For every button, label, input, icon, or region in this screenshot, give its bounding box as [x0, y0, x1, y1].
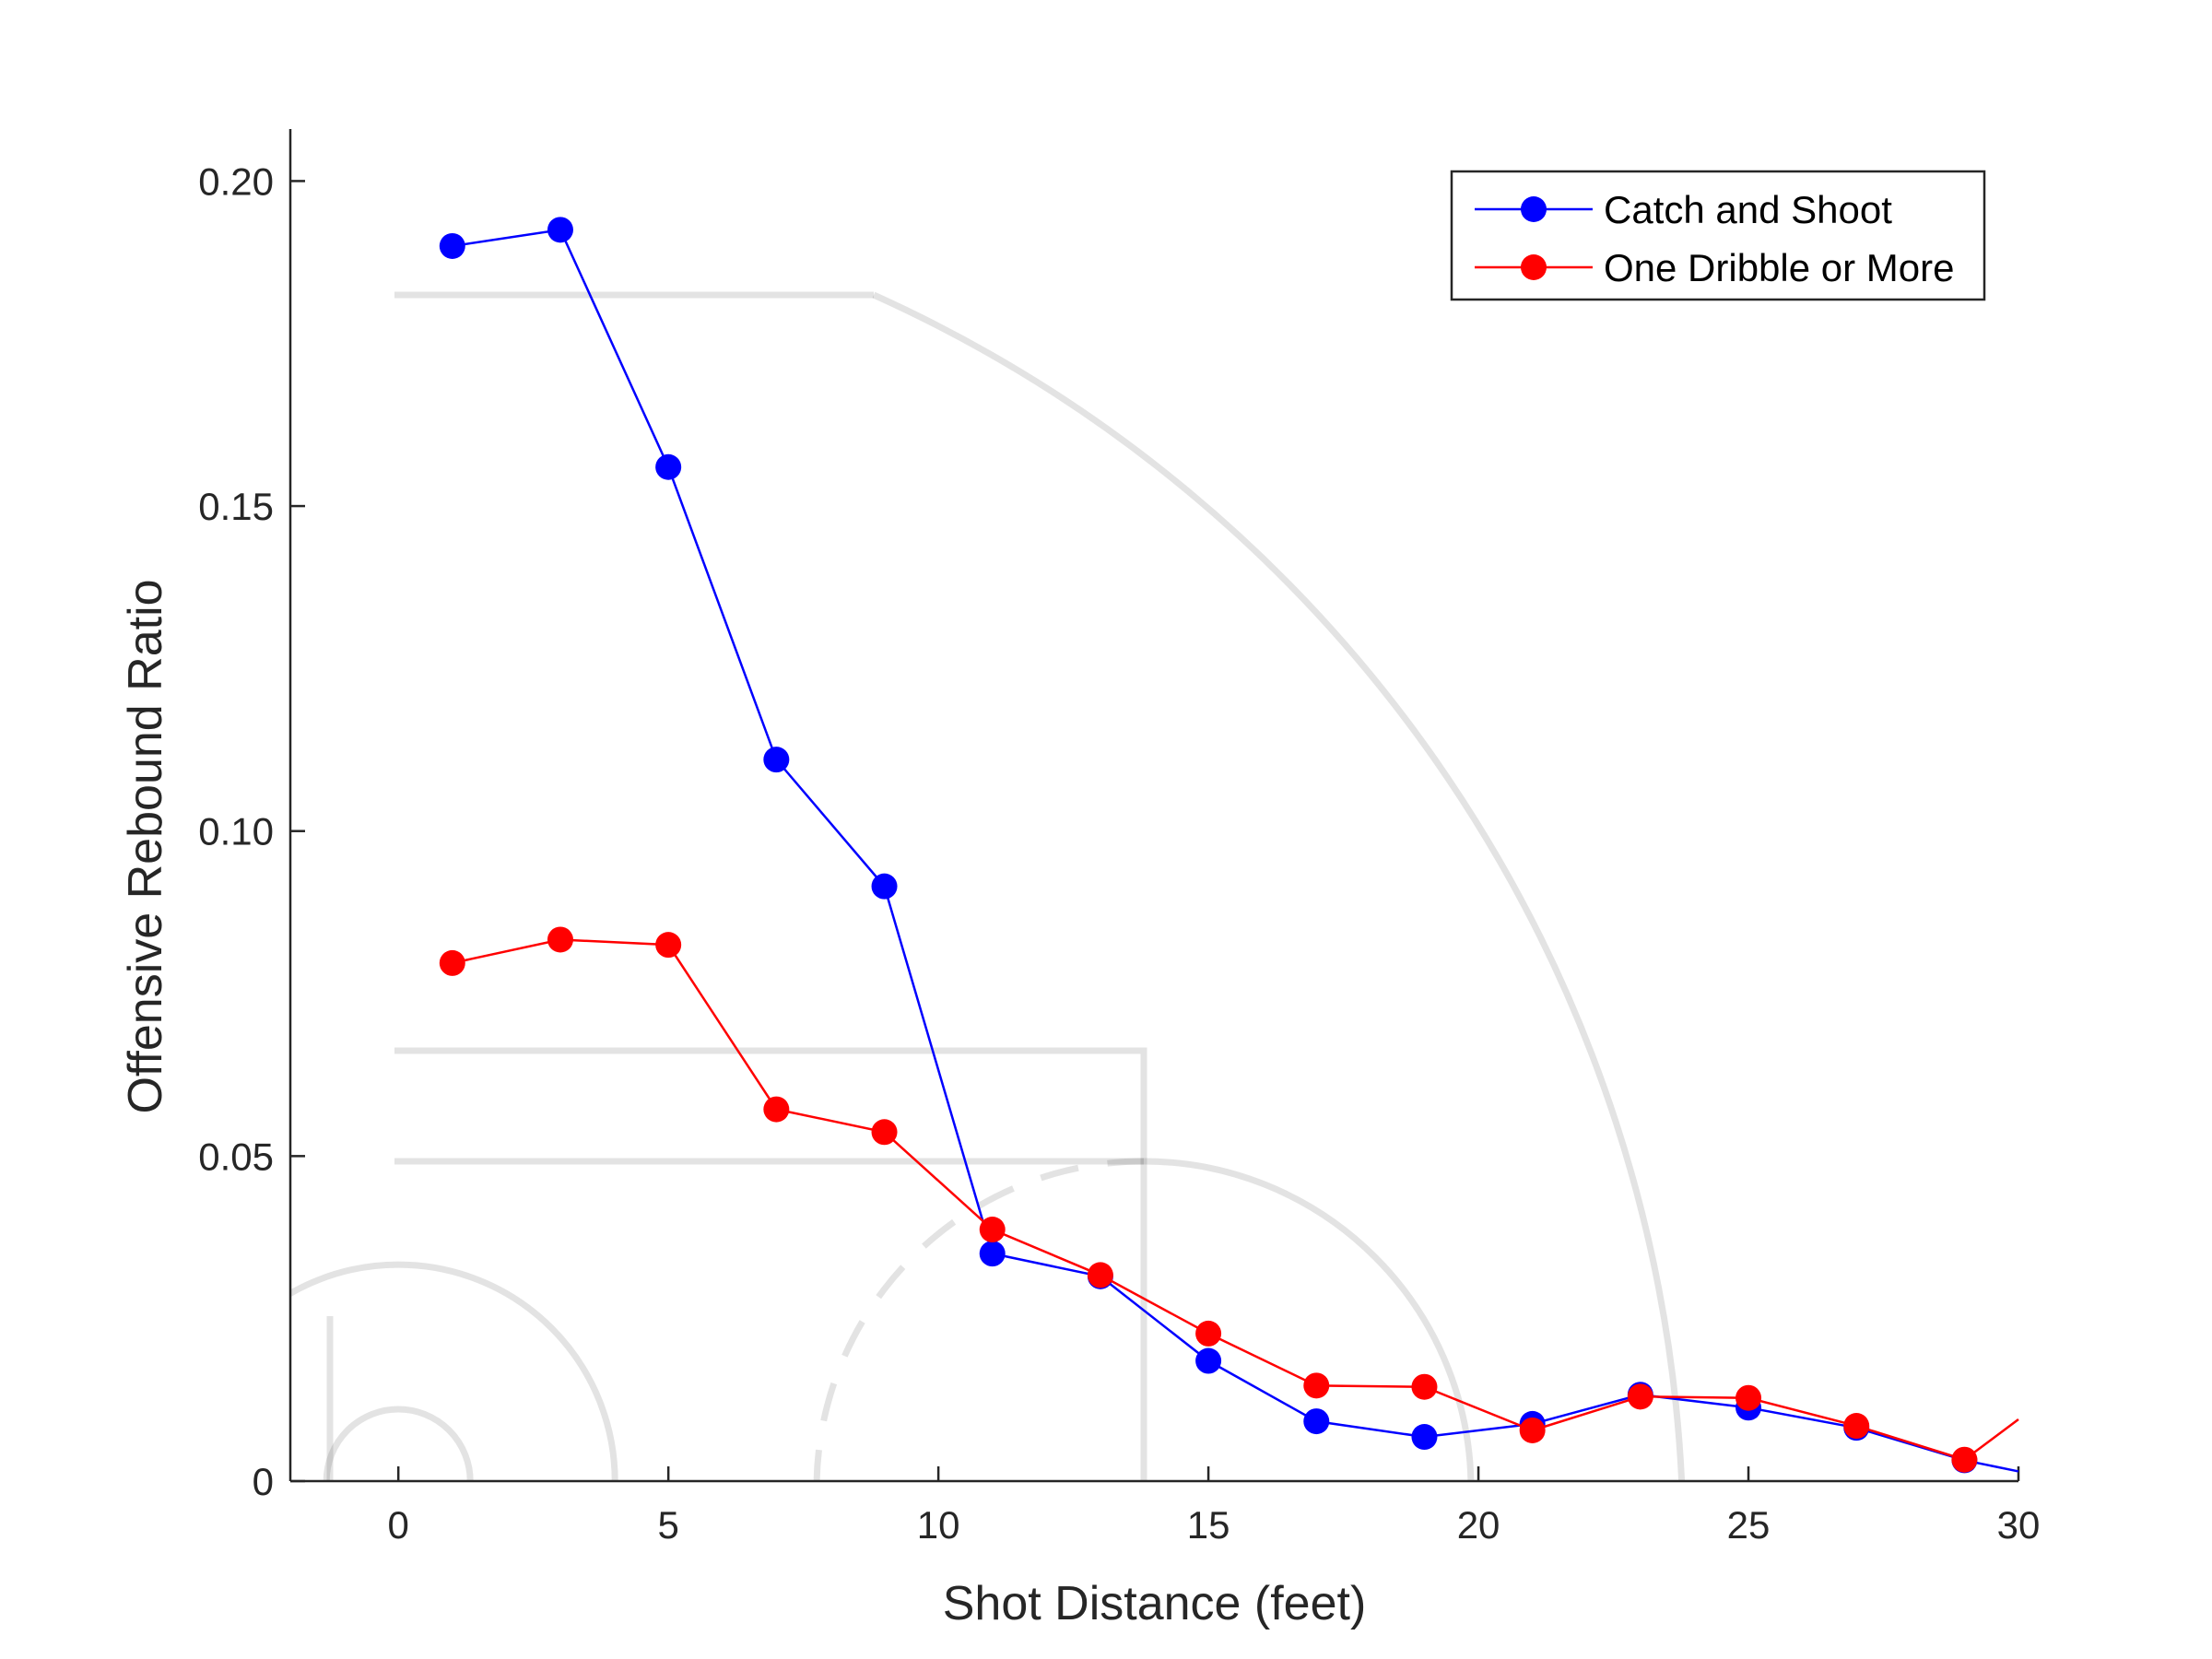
x-axis-label: Shot Distance (feet): [943, 1577, 1367, 1630]
data-point-one-dribble-or-more: [439, 949, 465, 976]
data-point-catch-and-shoot: [439, 232, 465, 259]
x-tick-label: 30: [1997, 1503, 2041, 1547]
court-background: [290, 291, 1686, 1481]
data-point-one-dribble-or-more: [1087, 1262, 1113, 1288]
data-point-one-dribble-or-more: [1195, 1320, 1222, 1347]
series-one-dribble-or-more: [439, 926, 2019, 1473]
axes: [288, 129, 2018, 1483]
y-tick-label: 0.05: [198, 1135, 274, 1178]
court-rim: [323, 1406, 474, 1481]
data-series: [439, 217, 2019, 1474]
x-axis-ticks: 0 5 10 15 20 25 30: [388, 1466, 2041, 1547]
data-point-catch-and-shoot: [979, 1241, 1006, 1267]
data-point-catch-and-shoot: [655, 453, 682, 480]
data-point-catch-and-shoot: [1303, 1408, 1330, 1435]
y-axis-ticks: 0 0.05 0.10 0.15 0.20: [198, 159, 305, 1503]
data-point-catch-and-shoot: [871, 873, 898, 900]
y-tick-label: 0.15: [198, 485, 274, 528]
y-tick-label: 0: [253, 1460, 274, 1503]
y-tick-label: 0.10: [198, 810, 274, 853]
court-lane: [394, 1047, 1147, 1481]
data-point-catch-and-shoot: [1195, 1347, 1222, 1374]
data-point-one-dribble-or-more: [1519, 1417, 1546, 1443]
data-point-one-dribble-or-more: [1627, 1383, 1653, 1410]
data-point-one-dribble-or-more: [871, 1119, 898, 1146]
data-point-one-dribble-or-more: [655, 932, 682, 959]
court-free-throw-circle: [1143, 1158, 1475, 1481]
series-catch-and-shoot: [439, 217, 2019, 1474]
court-restricted-area: [290, 1261, 618, 1481]
legend-label-one-dribble-or-more: One Dribble or More: [1604, 246, 1954, 289]
x-tick-label: 15: [1187, 1503, 1230, 1547]
data-point-one-dribble-or-more: [979, 1217, 1006, 1243]
x-tick-label: 10: [917, 1503, 960, 1547]
data-point-one-dribble-or-more: [1843, 1413, 1870, 1440]
legend-marker-catch-and-shoot: [1521, 196, 1547, 222]
data-point-one-dribble-or-more: [763, 1096, 790, 1123]
x-tick-label: 20: [1457, 1503, 1500, 1547]
data-point-catch-and-shoot: [1411, 1424, 1438, 1451]
x-tick-label: 25: [1727, 1503, 1771, 1547]
legend: Catch and Shoot One Dribble or More: [1450, 170, 1986, 301]
data-point-one-dribble-or-more: [1735, 1384, 1762, 1411]
x-tick-label: 0: [388, 1503, 409, 1547]
data-point-one-dribble-or-more: [1411, 1373, 1438, 1400]
legend-marker-one-dribble-or-more: [1521, 254, 1547, 280]
series-line-catch-and-shoot: [452, 228, 2019, 1473]
court-free-throw-circle-dashed: [813, 1158, 1145, 1481]
y-tick-label: 0.20: [198, 159, 274, 203]
court-three-point-arc: [872, 291, 1686, 1481]
legend-label-catch-and-shoot: Catch and Shoot: [1604, 188, 1892, 231]
y-axis-label: Offensive Rebound Ratio: [119, 579, 172, 1113]
data-point-one-dribble-or-more: [547, 926, 573, 953]
data-point-one-dribble-or-more: [1303, 1372, 1330, 1399]
x-tick-label: 5: [657, 1503, 678, 1547]
data-point-one-dribble-or-more: [1951, 1446, 1978, 1473]
data-point-catch-and-shoot: [763, 747, 790, 773]
data-point-catch-and-shoot: [547, 217, 573, 243]
series-line-one-dribble-or-more: [452, 938, 2019, 1462]
